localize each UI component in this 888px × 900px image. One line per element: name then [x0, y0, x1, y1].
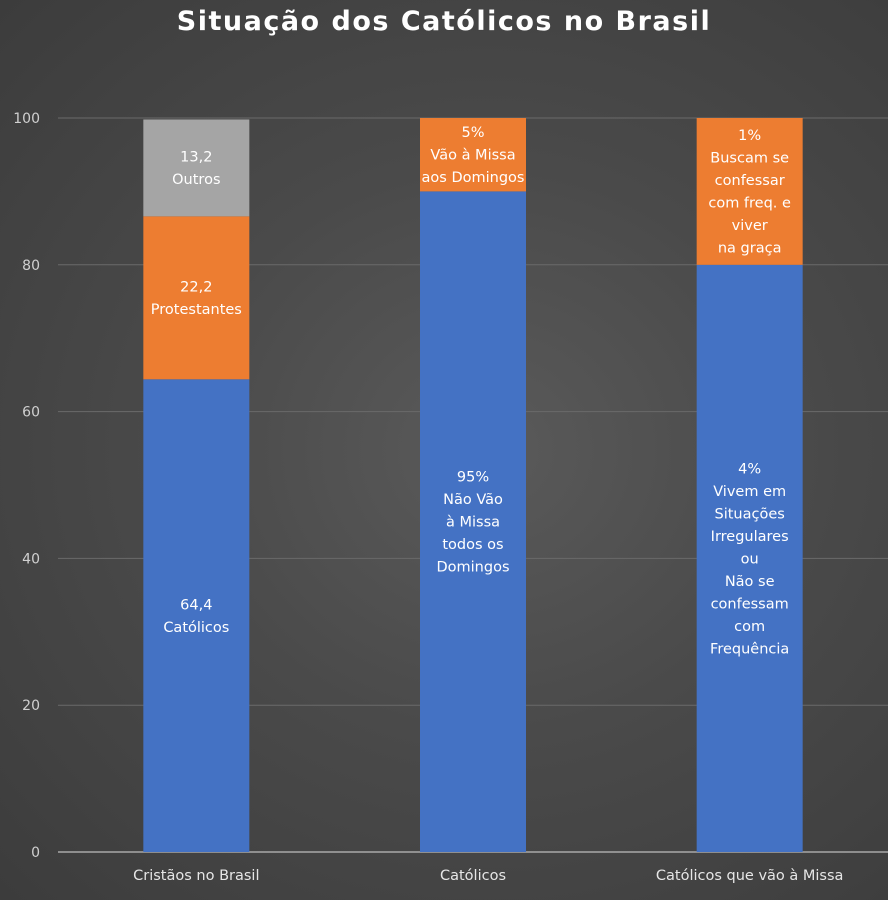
segment-label: Vivem em — [713, 484, 786, 500]
bar-segment — [696, 118, 803, 265]
y-tick-label: 100 — [13, 111, 40, 127]
segment-label: Vão à Missa — [430, 148, 515, 164]
segment-label: ou — [741, 551, 759, 567]
segment-label: viver — [732, 218, 768, 234]
segment-label: 13,2 — [180, 150, 212, 166]
segment-label: na graça — [718, 241, 782, 257]
segment-label: 22,2 — [180, 280, 212, 296]
y-axis-ticks: 0 20 40 60 80 100 — [13, 111, 40, 861]
segment-label: confessam — [711, 596, 789, 612]
bar-segment — [420, 191, 526, 852]
segment-label: 95% — [457, 470, 489, 486]
segment-label: à Missa — [446, 515, 500, 531]
segment-label: Protestantes — [151, 302, 242, 318]
bar-segment — [143, 119, 250, 217]
bar-segment — [420, 118, 526, 192]
segment-label: 5% — [461, 125, 484, 141]
segment-label: Não Vão — [443, 492, 503, 508]
bar-segment — [696, 264, 803, 852]
segment-label: Outros — [172, 172, 220, 188]
segment-label: Buscam se — [710, 151, 789, 167]
segment-label: Não se — [725, 574, 775, 590]
bars: 64,4 Católicos 22,2 Protestantes 13,2 Outros 9… — [143, 118, 803, 852]
segment-label: confessar — [715, 173, 785, 189]
segment-label: 64,4 — [180, 597, 212, 613]
segment-label: 1% — [738, 128, 761, 144]
segment-label: Católicos — [163, 620, 229, 636]
y-tick-label: 60 — [22, 405, 40, 421]
y-tick-label: 20 — [22, 698, 40, 714]
segment-label: aos Domingos — [422, 170, 525, 186]
segment-label: 4% — [738, 461, 761, 477]
segment-label: todos os — [442, 537, 503, 553]
x-category-label: Católicos que vão à Missa — [656, 868, 844, 884]
chart-title: Situação dos Católicos no Brasil — [177, 6, 711, 37]
y-tick-label: 80 — [22, 258, 40, 274]
x-category-label: Católicos — [440, 868, 506, 884]
bar-segment — [143, 216, 250, 380]
y-tick-label: 40 — [22, 551, 40, 567]
segment-label: Frequência — [710, 641, 789, 657]
segment-label: Situações — [715, 506, 785, 522]
x-axis-categories: Cristãos no Brasil Católicos Católicos que… — [133, 868, 843, 884]
x-category-label: Cristãos no Brasil — [133, 868, 259, 884]
bar-segment — [143, 379, 250, 852]
y-tick-label: 0 — [31, 845, 40, 861]
segment-label: Domingos — [436, 560, 509, 576]
segment-label: com freq. e — [708, 196, 791, 212]
segment-label: Irregulares — [711, 529, 789, 545]
segment-label: com — [734, 619, 765, 635]
